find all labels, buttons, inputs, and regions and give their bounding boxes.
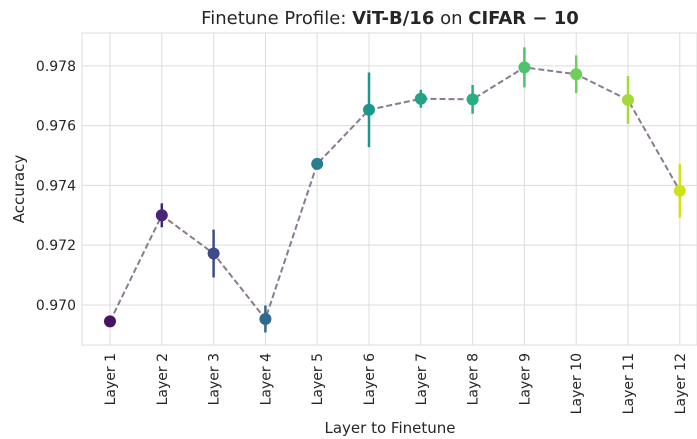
y-axis-label: Accuracy: [10, 155, 28, 224]
x-tick-label: Layer 6: [362, 353, 378, 405]
point: [414, 92, 427, 105]
point: [673, 184, 686, 197]
y-tick-label: 0.972: [36, 238, 76, 254]
title-part: ViT-B/16: [352, 8, 434, 29]
x-tick-label: Layer 1: [103, 353, 119, 405]
title-part: CIFAR − 10: [468, 8, 579, 29]
point: [466, 93, 479, 106]
plot-frame: [81, 32, 697, 346]
y-tick-label: 0.978: [36, 59, 76, 75]
point: [518, 61, 531, 74]
x-tick-label: Layer 10: [569, 353, 585, 414]
y-tick-label: 0.974: [36, 178, 76, 194]
point: [104, 315, 116, 328]
chart-title: Finetune Profile: ViT-B/16 on CIFAR − 10: [201, 8, 579, 29]
point: [363, 103, 375, 116]
y-tick-label: 0.970: [36, 298, 76, 314]
point: [207, 247, 220, 260]
point: [311, 157, 324, 170]
x-tick-label: Layer 3: [207, 353, 223, 405]
x-axis-label: Layer to Finetune: [325, 419, 456, 437]
x-tick-label: Layer 5: [310, 353, 326, 405]
point: [622, 93, 634, 106]
x-tick-label: Layer 12: [673, 353, 689, 414]
x-tick-label: Layer 2: [155, 353, 171, 405]
x-tick-label: Layer 4: [258, 353, 274, 405]
point: [259, 313, 272, 325]
y-tick-label: 0.976: [36, 119, 76, 135]
title-part: Finetune Profile:: [201, 8, 352, 29]
connecting-line: [109, 66, 681, 322]
title-part: on: [434, 8, 468, 29]
point: [570, 68, 583, 81]
x-tick-label: Layer 9: [517, 353, 533, 405]
x-tick-label: Layer 8: [466, 353, 482, 405]
x-tick-label: Layer 11: [621, 353, 637, 414]
point: [155, 209, 168, 222]
x-tick-label: Layer 7: [414, 353, 430, 405]
